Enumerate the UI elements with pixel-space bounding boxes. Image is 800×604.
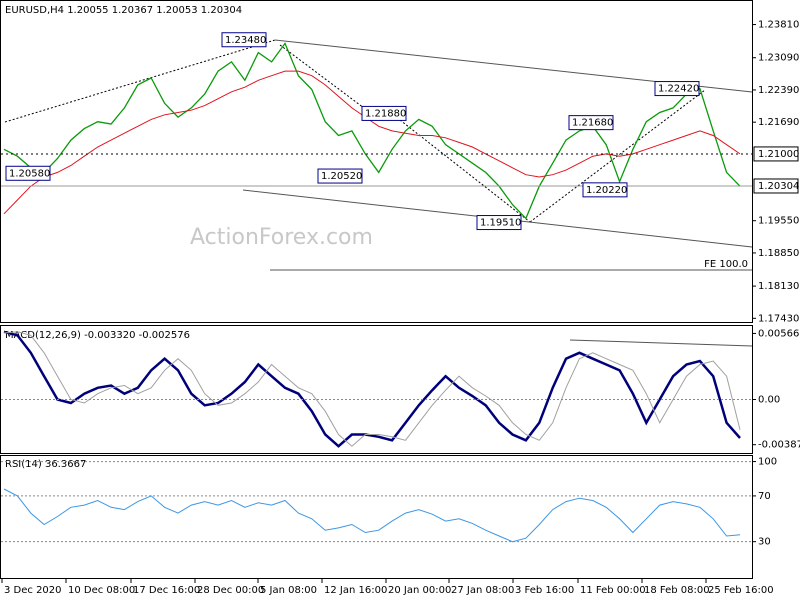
series-line bbox=[3, 70, 741, 215]
annotation-box bbox=[568, 115, 614, 131]
y-tick-label: 1.17430 bbox=[758, 313, 799, 324]
y-tick-label: 70 bbox=[758, 491, 771, 502]
fe-label: FE 100.0 bbox=[704, 259, 748, 270]
annotation-label: 1.21880 bbox=[365, 108, 406, 119]
x-tick-label: 25 Feb 16:00 bbox=[708, 585, 774, 596]
annotation-box bbox=[317, 168, 363, 184]
y-tick-label: -0.003872 bbox=[758, 440, 800, 451]
trend-line bbox=[279, 44, 373, 115]
y-tick-label: 1.18130 bbox=[758, 281, 799, 292]
series-line bbox=[3, 42, 741, 220]
level-label: 1.20304 bbox=[758, 181, 799, 192]
annotation-label: 1.23480 bbox=[225, 35, 266, 46]
y-tick-label: 100 bbox=[758, 457, 777, 468]
y-tick-label: 1.23090 bbox=[758, 53, 799, 64]
rsi-title: RSI(14) 36.3667 bbox=[5, 459, 86, 470]
level-box bbox=[753, 178, 799, 194]
rsi-panel bbox=[0, 455, 753, 579]
annotation-box bbox=[476, 215, 522, 231]
x-tick-label: 17 Dec 16:00 bbox=[133, 585, 200, 596]
annotation-label: 1.20220 bbox=[586, 185, 627, 196]
main-panel bbox=[0, 0, 753, 323]
x-tick-label: 5 Jan 08:00 bbox=[260, 585, 317, 596]
y-tick-label: 1.23810 bbox=[758, 20, 799, 31]
chart-title: EURUSD,H4 1.20055 1.20367 1.20053 1.2030… bbox=[5, 5, 242, 16]
annotation-label: 1.22420 bbox=[658, 84, 699, 95]
series-line bbox=[3, 331, 741, 447]
annotation-box bbox=[221, 32, 267, 48]
annotation-box bbox=[582, 182, 628, 198]
x-tick-label: 3 Feb 16:00 bbox=[515, 585, 574, 596]
watermark: ActionForex.com bbox=[190, 225, 373, 250]
x-tick-label: 10 Dec 08:00 bbox=[68, 585, 135, 596]
x-tick-label: 11 Feb 00:00 bbox=[580, 585, 646, 596]
y-tick-label: 0.00 bbox=[758, 395, 780, 406]
macd-title: MACD(12,26,9) -0.003320 -0.002576 bbox=[5, 330, 190, 341]
trend-line bbox=[4, 39, 276, 123]
x-tick-label: 20 Jan 00:00 bbox=[388, 585, 451, 596]
level-label: 1.21000 bbox=[758, 149, 799, 160]
x-tick-label: 27 Jan 08:00 bbox=[451, 585, 514, 596]
y-tick-label: 1.21690 bbox=[758, 117, 799, 128]
level-box bbox=[753, 146, 799, 162]
y-tick-label: 1.22390 bbox=[758, 85, 799, 96]
x-tick-label: 12 Jan 16:00 bbox=[324, 585, 387, 596]
y-tick-label: 0.005662 bbox=[758, 328, 800, 339]
x-tick-label: 18 Feb 08:00 bbox=[644, 585, 710, 596]
annotation-label: 1.21680 bbox=[572, 118, 613, 129]
series-line bbox=[3, 488, 741, 543]
annotation-label: 1.20520 bbox=[321, 171, 362, 182]
y-tick-label: 1.19550 bbox=[758, 216, 799, 227]
y-tick-label: 30 bbox=[758, 537, 771, 548]
trend-line bbox=[399, 119, 531, 223]
annotation-label: 1.20580 bbox=[9, 168, 50, 179]
macd-panel bbox=[0, 325, 753, 454]
y-tick-label: 1.18850 bbox=[758, 248, 799, 259]
annotation-box bbox=[361, 105, 407, 121]
annotation-box bbox=[5, 165, 51, 181]
annotation-box bbox=[654, 81, 700, 97]
x-tick-label: 28 Dec 00:00 bbox=[197, 585, 264, 596]
annotation-label: 1.19510 bbox=[480, 218, 521, 229]
series-line bbox=[3, 330, 741, 448]
x-tick-label: 3 Dec 2020 bbox=[4, 585, 62, 596]
macd-trend-line bbox=[569, 339, 753, 347]
